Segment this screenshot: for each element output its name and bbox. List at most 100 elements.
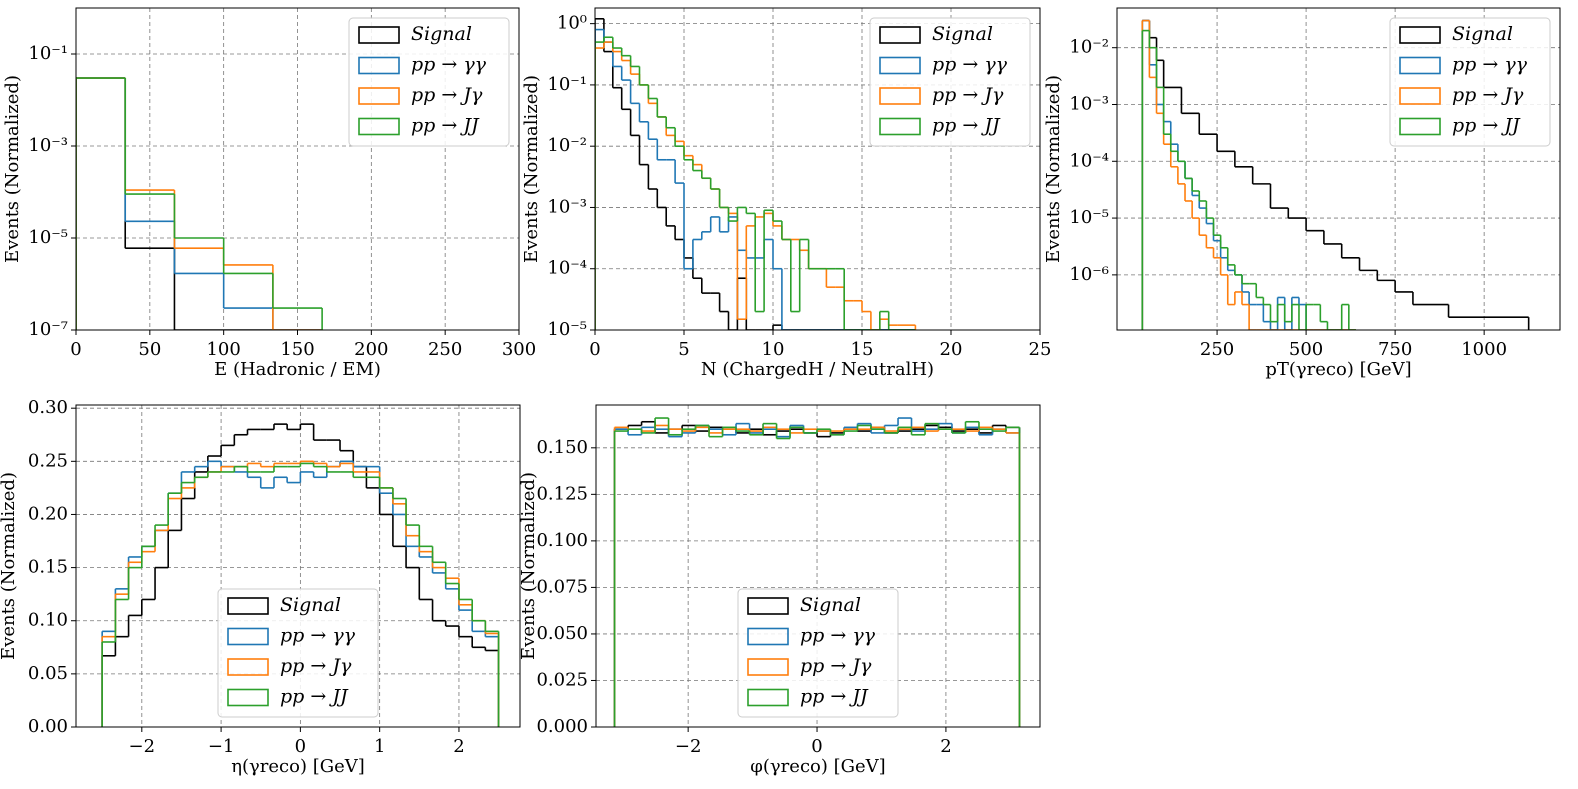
legend: Signal pp → γγ pp → Jγ pp → JJ — [869, 17, 1031, 147]
legend: Signal pp → γγ pp → Jγ pp → JJ — [348, 17, 510, 147]
y-tick-label: 0.15 — [28, 557, 68, 578]
legend-label: pp → γγ — [1452, 54, 1528, 76]
legend-label: Signal — [932, 23, 993, 45]
y-tick-label: 10⁻² — [547, 135, 587, 156]
y-tick-label: 10⁻⁴ — [547, 258, 587, 279]
x-tick-label: 200 — [354, 339, 388, 360]
legend-label: Signal — [280, 594, 341, 616]
x-tick-label: 0 — [70, 339, 81, 360]
y-tick-label: 0.075 — [536, 576, 588, 597]
legend-label: pp → γγ — [800, 625, 876, 647]
x-tick-label: 2 — [453, 736, 464, 757]
legend-label: pp → Jγ — [411, 84, 483, 106]
x-tick-label: 0 — [295, 736, 306, 757]
legend-swatch — [227, 658, 269, 676]
x-tick-label: 25 — [1029, 339, 1052, 360]
legend-box — [217, 588, 379, 718]
x-axis-label: pT(γreco) [GeV] — [1265, 359, 1411, 380]
legend-swatch — [358, 87, 400, 105]
legend-swatch — [747, 627, 789, 646]
legend-swatch — [227, 597, 269, 615]
y-tick-label: 0.000 — [536, 716, 588, 737]
panel: 0 5 10 15 20 25 10⁻⁵ 10⁻⁴ 10⁻³ 10⁻² 10⁻¹ 10⁰ N (Char… — [521, 7, 1052, 380]
x-tick-label: 0 — [811, 736, 822, 757]
legend-label: Signal — [411, 23, 472, 45]
x-tick-label: 300 — [502, 339, 536, 360]
legend-label: pp → γγ — [932, 54, 1008, 76]
legend-label: Signal — [1452, 23, 1513, 45]
legend-swatch — [1399, 87, 1441, 105]
panel: 250 500 750 1000 10⁻⁶ 10⁻⁵ 10⁻⁴ 10⁻³ 10⁻² pT(γrec… — [1043, 7, 1561, 380]
y-tick-label: 10⁻⁵ — [547, 319, 587, 340]
y-tick-label: 10⁻⁷ — [28, 319, 68, 340]
legend-swatch — [879, 117, 921, 136]
y-tick-label: 10⁻³ — [547, 196, 587, 217]
y-axis-label: Events (Normalized) — [1043, 75, 1064, 263]
histograms — [76, 77, 323, 330]
y-tick-label: 0.050 — [536, 623, 588, 644]
plot-frame — [1116, 7, 1561, 331]
legend-box — [869, 17, 1031, 147]
y-tick-label: 10⁻³ — [1069, 93, 1109, 114]
legend-label: pp → Jγ — [800, 655, 872, 677]
legend-label: pp → JJ — [280, 686, 349, 708]
x-tick-label: 2 — [940, 736, 951, 757]
plot-frame — [75, 7, 520, 331]
y-tick-label: 10⁻⁴ — [1069, 150, 1109, 171]
y-axis-label: Events (Normalized) — [518, 472, 539, 660]
y-tick-label: 10⁻⁶ — [1069, 264, 1109, 285]
y-tick-label: 0.25 — [28, 450, 68, 471]
plot-frame — [594, 7, 1041, 331]
x-tick-label: 5 — [678, 339, 689, 360]
y-tick-label: 0.150 — [536, 437, 588, 458]
x-tick-label: 0 — [589, 339, 600, 360]
legend-swatch — [358, 26, 400, 44]
x-tick-label: 100 — [206, 339, 240, 360]
legend-label: pp → γγ — [411, 54, 487, 76]
legend-box — [348, 17, 510, 147]
plot-frame — [75, 404, 521, 728]
legend-swatch — [747, 658, 789, 676]
y-axis-label: Events (Normalized) — [0, 472, 19, 660]
legend-label: pp → JJ — [411, 115, 480, 137]
legend-box — [1389, 17, 1551, 147]
y-tick-label: 0.025 — [536, 669, 588, 690]
panel: −2 −1 0 1 2 0.00 0.05 0.10 0.15 0.20 0.25 0.30 η(γre… — [0, 397, 521, 777]
x-tick-label: 250 — [428, 339, 462, 360]
x-axis-label: φ(γreco) [GeV] — [750, 756, 885, 777]
legend-label: pp → Jγ — [280, 655, 352, 677]
y-tick-label: 10⁻³ — [28, 135, 68, 156]
y-tick-label: 10⁻¹ — [28, 43, 68, 64]
x-tick-label: 20 — [940, 339, 963, 360]
x-tick-label: 10 — [762, 339, 785, 360]
y-tick-label: 10⁻⁵ — [1069, 207, 1109, 228]
legend-swatch — [747, 597, 789, 615]
x-tick-label: 1 — [374, 736, 385, 757]
y-tick-label: 0.05 — [28, 663, 68, 684]
x-tick-label: 750 — [1378, 339, 1412, 360]
x-axis-label: E (Hadronic / EM) — [214, 359, 381, 380]
histograms — [101, 423, 500, 727]
legend: Signal pp → γγ pp → Jγ pp → JJ — [1389, 17, 1551, 147]
legend-label: pp → Jγ — [932, 84, 1004, 106]
x-tick-label: −2 — [129, 736, 156, 757]
legend-swatch — [747, 688, 789, 707]
legend-label: pp → JJ — [1452, 115, 1521, 137]
x-tick-label: 250 — [1200, 339, 1234, 360]
y-tick-label: 0.20 — [28, 503, 68, 524]
histograms — [1141, 19, 1530, 330]
legend-swatch — [879, 56, 921, 75]
legend-swatch — [358, 56, 400, 75]
legend-swatch — [879, 87, 921, 105]
y-tick-label: 10⁻⁵ — [28, 227, 68, 248]
y-tick-label: 0.00 — [28, 716, 68, 737]
y-tick-label: 10⁻¹ — [547, 74, 587, 95]
legend: Signal pp → γγ pp → Jγ pp → JJ — [737, 588, 899, 718]
y-tick-label: 10⁻² — [1069, 37, 1109, 58]
y-tick-label: 10⁰ — [557, 13, 587, 34]
histograms — [613, 417, 1021, 727]
x-axis-label: η(γreco) [GeV] — [231, 756, 365, 777]
x-tick-label: 150 — [280, 339, 314, 360]
x-tick-label: 50 — [138, 339, 161, 360]
